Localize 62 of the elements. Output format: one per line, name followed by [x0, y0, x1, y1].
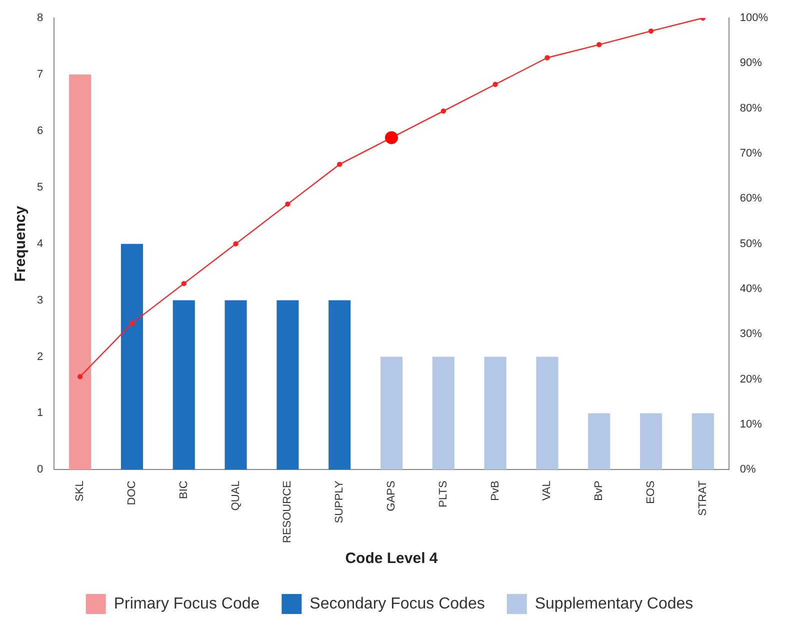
point — [336, 162, 342, 167]
y-tick-label: 3 — [36, 294, 44, 306]
point — [492, 82, 498, 87]
y2-tick-label: 90% — [740, 57, 762, 70]
y-tick-label: 8 — [36, 12, 44, 24]
y-tick-label: 5 — [36, 181, 44, 194]
x-tick-label: GAPS — [386, 480, 398, 512]
point — [233, 241, 238, 246]
x-tick-label: PLTS — [437, 480, 450, 508]
x-tick-label: PvB — [489, 480, 502, 501]
point — [129, 320, 135, 326]
y2-tick-label: 70% — [740, 148, 762, 160]
y-tick-label: 7 — [36, 68, 44, 80]
bar — [692, 413, 714, 470]
y2-tick-label: 100% — [740, 12, 768, 24]
x-tick-label: SUPPLY — [334, 480, 346, 524]
y-tick-label: 2 — [36, 350, 44, 363]
legend-label: Secondary Focus Codes — [310, 595, 485, 612]
y-tick-label: 1 — [36, 407, 44, 420]
bar — [172, 300, 195, 470]
x-tick-label: BvP — [593, 480, 606, 501]
legend-label: Primary Focus Code — [114, 595, 260, 612]
point — [181, 280, 186, 286]
bar — [536, 356, 558, 470]
y2-tick-label: 20% — [740, 373, 762, 386]
x-tick-label: STRAT — [696, 480, 709, 516]
x-tick-label: VAL — [541, 480, 554, 501]
bar — [432, 356, 454, 470]
bar — [328, 300, 351, 470]
y-axis-title: Frequency — [12, 205, 30, 282]
x-tick-label: DOC — [126, 480, 138, 506]
legend-label: Supplementary Codes — [534, 595, 694, 612]
point — [440, 108, 446, 114]
point — [648, 28, 654, 34]
bar — [224, 300, 247, 470]
x-tick-label: EOS — [645, 480, 658, 504]
bar — [276, 300, 299, 470]
point — [285, 201, 290, 207]
bar — [69, 74, 92, 470]
point — [77, 374, 83, 380]
bar — [640, 413, 662, 470]
x-tick-label: SKL — [74, 480, 86, 502]
x-tick-label: BIC — [178, 480, 190, 499]
y2-tick-label: 60% — [740, 192, 762, 205]
bar — [380, 356, 403, 470]
bar — [588, 413, 610, 470]
y2-tick-label: 0% — [740, 464, 756, 476]
x-tick-label: RESOURCE — [282, 480, 294, 543]
y2-tick-label: 10% — [740, 418, 762, 431]
y2-tick-label: 80% — [740, 102, 762, 114]
y2-tick-label: 30% — [740, 328, 762, 340]
x-axis-title: Code Level 4 — [345, 550, 438, 568]
y-tick-label: 6 — [36, 124, 44, 137]
bar — [120, 244, 144, 470]
y2-tick-label: 50% — [740, 238, 762, 250]
x-tick-label: QUAL — [230, 480, 242, 511]
point — [596, 42, 602, 48]
bar — [484, 356, 506, 470]
y-tick-label: 4 — [36, 238, 44, 250]
y-tick-label: 0 — [36, 464, 44, 476]
y2-tick-label: 40% — [740, 283, 762, 296]
point — [544, 55, 550, 60]
